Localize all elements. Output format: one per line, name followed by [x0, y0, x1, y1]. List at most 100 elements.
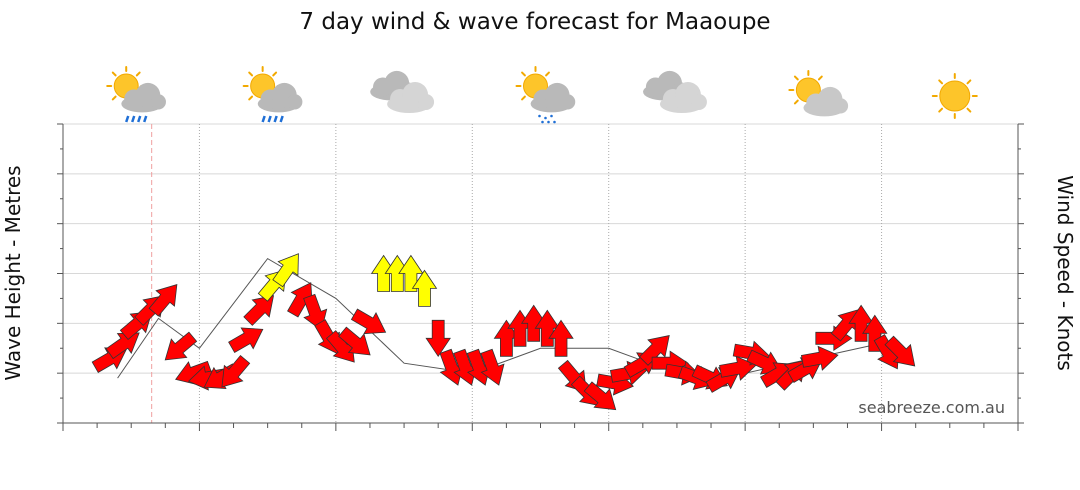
sun-ray — [545, 71, 550, 77]
rain-drop — [261, 115, 266, 123]
wind-arrow-shape — [338, 326, 371, 356]
wind-arrow — [287, 282, 313, 318]
wind-arrow — [520, 304, 547, 342]
wind-arrow-shape — [243, 295, 275, 326]
y-right-axis-label: Wind Speed - Knots — [1053, 175, 1077, 371]
wind-arrow-shape — [884, 335, 916, 367]
shower-drop — [544, 116, 547, 120]
wind-arrow — [583, 381, 617, 411]
wind-arrow — [105, 332, 140, 360]
sun-ray — [111, 95, 117, 101]
sun-ray — [135, 71, 141, 77]
wind-arrow — [548, 319, 574, 357]
wind-arrow-shape — [520, 304, 547, 342]
sun-ray — [248, 95, 254, 101]
wind-arrow — [243, 295, 275, 326]
sun-icon — [931, 73, 978, 119]
cloud-shape — [659, 82, 707, 113]
wind-arrow-shape — [148, 284, 178, 317]
wind-arrow — [272, 253, 299, 288]
rain-drop — [125, 115, 130, 123]
sun-ray — [111, 71, 117, 77]
wind-arrow-shape — [370, 254, 397, 292]
sun-cloud-icon — [788, 70, 849, 117]
wind-arrow — [884, 335, 916, 367]
wind-arrow — [303, 293, 328, 331]
rain-drop — [131, 115, 136, 123]
wind-arrow-shape — [425, 319, 451, 358]
chart-title: 7 day wind & wave forecast for Maaoupe — [299, 9, 770, 35]
wind-arrow-shape — [493, 319, 520, 357]
sun-ray — [793, 99, 799, 105]
wind-arrow — [148, 284, 178, 317]
wind-arrow-shape — [480, 348, 505, 386]
cloud-shape — [803, 86, 849, 117]
sun-cloud-rain-icon — [106, 66, 166, 123]
cloud-part — [287, 94, 303, 110]
watermark: seabreeze.com.au — [858, 398, 1005, 417]
wind-arrow-shape — [287, 282, 313, 318]
sun-ray — [966, 107, 972, 113]
rain-drop — [137, 115, 142, 123]
wind-arrow-shape — [548, 319, 574, 357]
y-left-axis-label: Wave Height - Metres — [1, 165, 25, 380]
sun-ray — [938, 79, 944, 85]
rain-drop — [267, 115, 272, 123]
sun-ray — [248, 71, 254, 77]
wind-arrow — [411, 269, 438, 307]
wind-arrow-shape — [638, 335, 670, 366]
cloud-shape — [387, 82, 435, 113]
rain-drop — [273, 115, 278, 123]
cloud-part — [560, 94, 576, 110]
weather-row — [106, 66, 978, 124]
cloud-shape — [257, 82, 303, 113]
sun-cloud-showers-icon — [515, 66, 576, 124]
wind-arrow-shape — [800, 345, 839, 371]
wind-arrow — [638, 335, 670, 366]
cloud-part — [832, 98, 849, 114]
wind-arrow — [493, 319, 520, 357]
cloud-shape — [530, 82, 576, 113]
sun-cloud-rain-icon — [242, 66, 303, 123]
sun-ray — [272, 71, 278, 77]
wind-arrow — [370, 254, 397, 292]
shower-drop — [550, 114, 553, 118]
sun-ray — [521, 71, 526, 77]
wind-arrow-shape — [384, 254, 411, 292]
wind-arrow — [338, 326, 371, 356]
wind-arrow — [425, 319, 451, 358]
cloud-icon — [643, 70, 707, 113]
wind-arrow — [350, 308, 387, 335]
wind-arrow-shape — [719, 355, 757, 381]
shower-drop — [538, 114, 541, 118]
sun-ray — [817, 75, 823, 81]
wind-arrow — [719, 355, 757, 381]
shower-drop — [547, 120, 550, 124]
wind-arrow-shape — [164, 331, 198, 361]
wind-arrow-shape — [221, 354, 251, 388]
wind-arrow — [384, 254, 411, 292]
wind-arrow-shape — [411, 269, 438, 307]
cloud-part — [150, 94, 166, 110]
shower-drop — [541, 120, 544, 124]
sun-disc — [939, 80, 971, 112]
sun-ray — [521, 95, 526, 101]
chart-axes — [57, 123, 1024, 431]
sun-ray — [938, 107, 944, 113]
wind-arrow-shape — [272, 253, 299, 288]
wind-arrow-shape — [105, 332, 140, 360]
rain-drop — [143, 115, 148, 123]
wind-arrow — [800, 345, 839, 371]
cloud-part — [418, 94, 435, 110]
wind-arrow-shape — [350, 308, 387, 335]
shower-drop — [553, 120, 556, 124]
wind-arrow-shape — [303, 293, 328, 331]
cloud-icon — [370, 70, 435, 113]
wind-arrow-shape — [228, 327, 264, 354]
cloud-part — [690, 94, 707, 110]
wind-series — [91, 253, 916, 411]
rain-drop — [279, 115, 284, 123]
sun-ray — [793, 75, 799, 81]
